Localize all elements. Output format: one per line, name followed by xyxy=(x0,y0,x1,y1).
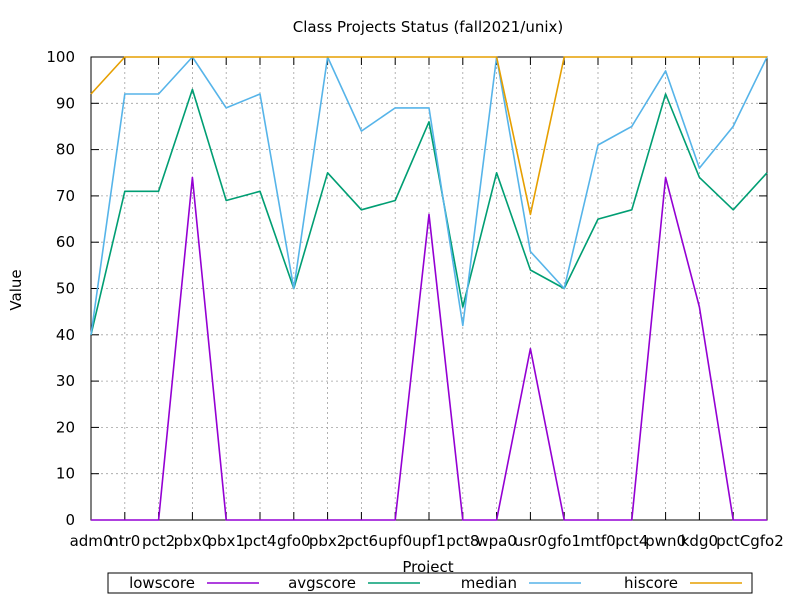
x-tick-label: wpa0 xyxy=(476,532,517,550)
legend-box xyxy=(107,572,753,594)
x-tick-label: pct2 xyxy=(142,532,175,550)
x-tick-label: pwn0 xyxy=(645,532,686,550)
series-line-avgscore xyxy=(90,88,768,335)
x-tick-label: mtf0 xyxy=(580,532,615,550)
legend-label-avgscore: avgscore xyxy=(288,574,356,592)
x-tick-label: upf1 xyxy=(412,532,446,550)
x-tick-label: gfo0 xyxy=(277,532,311,550)
y-tick-labels: 0 10 20 30 40 50 60 70 80 90 100 xyxy=(46,48,75,529)
x-tick-label: pct4 xyxy=(615,532,648,550)
x-tick-label: pct6 xyxy=(345,532,378,550)
x-tick-label: usr0 xyxy=(514,532,547,550)
series-line-hiscore xyxy=(90,56,767,216)
legend: lowscore avgscore median hiscore xyxy=(107,572,753,594)
y-tick-label: 40 xyxy=(56,326,75,344)
legend-label-hiscore: hiscore xyxy=(624,574,678,592)
y-tick-label: 50 xyxy=(56,280,75,298)
x-tick-label: pct4 xyxy=(243,532,276,550)
y-tick-label: 30 xyxy=(56,372,75,390)
y-tick-label: 10 xyxy=(56,465,75,483)
y-axis-label: Value xyxy=(7,269,25,310)
x-tick-label: pbx2 xyxy=(309,532,346,550)
series-lines xyxy=(90,56,768,521)
x-tick-label: kdg0 xyxy=(681,532,718,550)
x-tick-label: pctC xyxy=(716,532,750,550)
x-tick-label: pct8 xyxy=(446,532,479,550)
y-tick-label: 90 xyxy=(56,94,75,112)
x-tick-label: ntr0 xyxy=(109,532,140,550)
x-tick-label: pbx1 xyxy=(207,532,244,550)
y-tick-label: 20 xyxy=(56,418,75,436)
y-tick-label: 100 xyxy=(46,48,75,66)
x-tick-label: adm0 xyxy=(70,532,113,550)
x-tick-label: pbx0 xyxy=(174,532,211,550)
y-tick-label: 70 xyxy=(56,187,75,205)
legend-label-lowscore: lowscore xyxy=(129,574,195,592)
series-line-lowscore xyxy=(91,176,767,521)
x-tick-label: upf0 xyxy=(378,532,412,550)
chart-title: Class Projects Status (fall2021/unix) xyxy=(293,18,564,36)
y-tick-label: 0 xyxy=(65,511,75,529)
x-tick-label: gfo1 xyxy=(547,532,581,550)
legend-label-median: median xyxy=(461,574,517,592)
y-tick-label: 80 xyxy=(56,141,75,159)
x-axis-label: Project xyxy=(402,558,453,576)
series-line-median xyxy=(90,56,768,335)
y-tick-label: 60 xyxy=(56,233,75,251)
x-tick-label: gfo2 xyxy=(750,532,784,550)
